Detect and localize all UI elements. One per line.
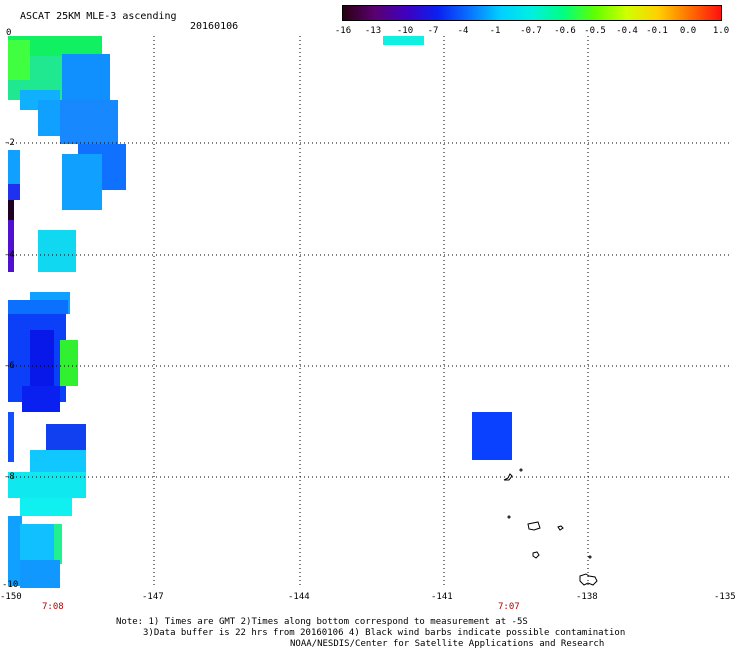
map-date: 20160106 bbox=[190, 21, 239, 32]
scale-label: -1 bbox=[489, 26, 501, 36]
swath-cells bbox=[8, 36, 512, 588]
scale-label: -0.7 bbox=[520, 26, 542, 36]
color-scale-labels: -16 -13 -10 -7 -4 -1 -0.7 -0.6 -0.5 -0.4… bbox=[335, 26, 735, 38]
scale-label: -0.1 bbox=[646, 26, 668, 36]
x-tick-label: -147 bbox=[142, 592, 164, 602]
y-tick-label: 0 bbox=[6, 28, 12, 38]
x-tick-label: -135 bbox=[714, 592, 736, 602]
footer-note-line3: NOAA/NESDIS/Center for Satellite Applica… bbox=[290, 639, 605, 649]
footer-note-line2: 3)Data buffer is 22 hrs from 20160106 4)… bbox=[143, 628, 626, 638]
x-tick-label: -138 bbox=[576, 592, 598, 602]
scale-label: -7 bbox=[427, 26, 439, 36]
scale-label: -16 bbox=[334, 26, 352, 36]
y-tick-label: -8 bbox=[4, 472, 15, 482]
scale-label: -4 bbox=[457, 26, 469, 36]
scale-label: 1.0 bbox=[712, 26, 730, 36]
scale-label: -10 bbox=[396, 26, 414, 36]
map-title: ASCAT 25KM MLE-3 ascending bbox=[20, 11, 177, 22]
x-tick-label: -141 bbox=[431, 592, 453, 602]
footer-note-line1: Note: 1) Times are GMT 2)Times along bot… bbox=[116, 617, 528, 627]
scale-label: 0.0 bbox=[679, 26, 697, 36]
y-tick-label: -2 bbox=[4, 138, 15, 148]
y-tick-label: -6 bbox=[4, 361, 15, 371]
island-outlines bbox=[503, 468, 598, 586]
scale-label: -0.4 bbox=[616, 26, 638, 36]
scale-label: -0.5 bbox=[584, 26, 606, 36]
x-tick-label: -150 bbox=[0, 592, 22, 602]
y-tick-label: -10 bbox=[2, 580, 19, 590]
x-tick-label: -144 bbox=[288, 592, 310, 602]
scale-label: -0.6 bbox=[554, 26, 576, 36]
scale-label: -13 bbox=[364, 26, 382, 36]
time-label: 7:08 bbox=[42, 602, 64, 612]
time-label: 7:07 bbox=[498, 602, 520, 612]
y-tick-label: -4 bbox=[4, 250, 15, 260]
color-scale-bar bbox=[342, 5, 722, 21]
map-grid bbox=[8, 36, 730, 588]
